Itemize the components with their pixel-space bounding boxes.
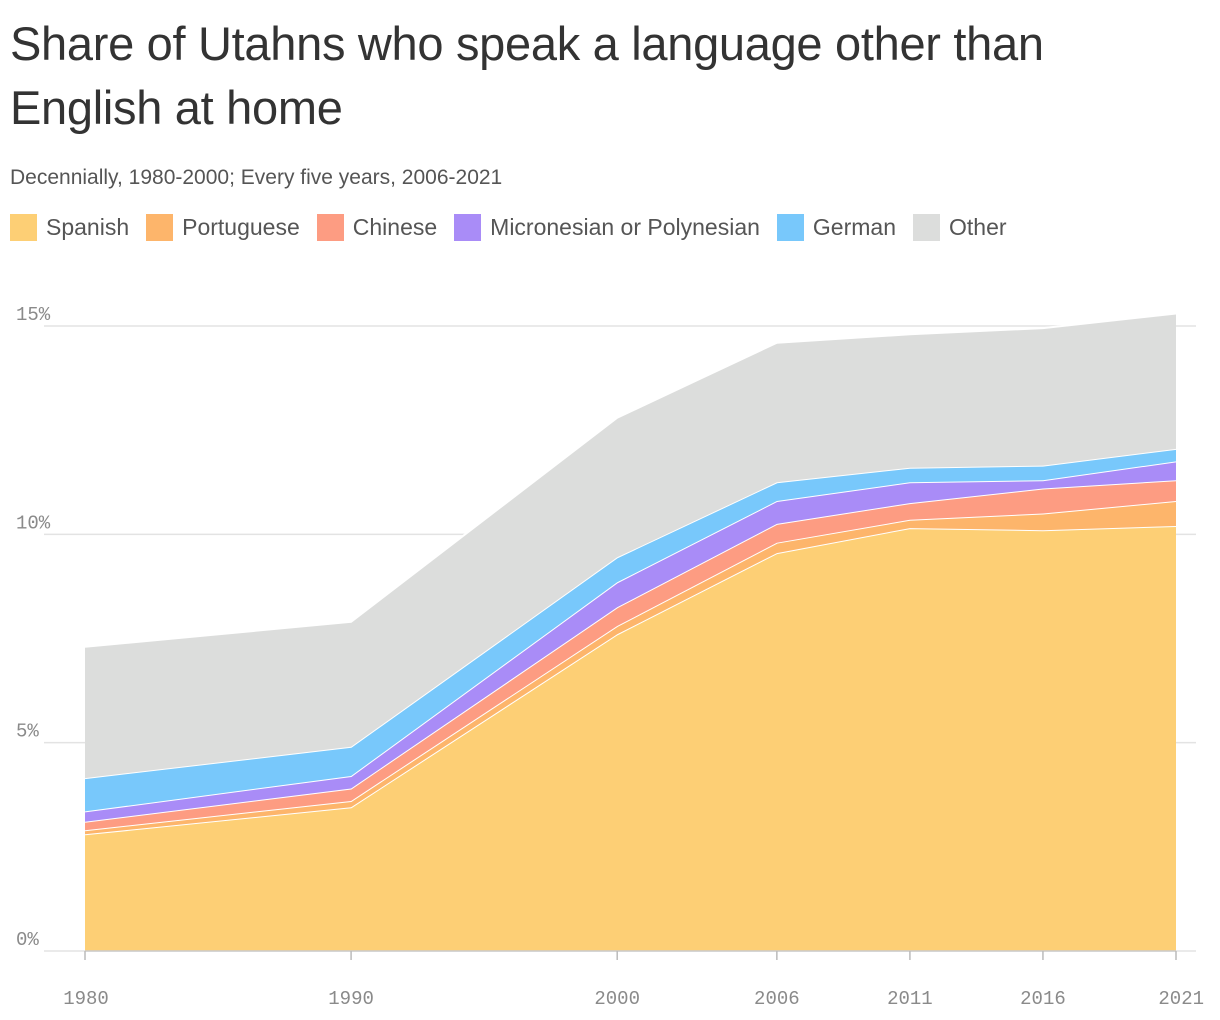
- area-german: [85, 448, 1176, 812]
- y-tick-label: 15%: [16, 304, 51, 326]
- x-tick-label: 1990: [328, 988, 374, 1010]
- legend-label-other: Other: [949, 214, 1007, 240]
- legend-label-portuguese: Portuguese: [182, 214, 300, 240]
- legend-label-chinese: Chinese: [352, 214, 438, 240]
- x-tick-label: 2021: [1158, 988, 1204, 1010]
- legend-item-portuguese: Portuguese: [146, 214, 300, 241]
- area-other: [85, 313, 1176, 779]
- legend-swatch-chinese: [316, 214, 344, 241]
- legend-item-spanish: Spanish: [10, 214, 129, 241]
- chart-title: Share of Utahns who speak a language oth…: [10, 17, 1044, 134]
- x-tick-label: 2000: [594, 988, 640, 1010]
- legend-item-german: German: [776, 214, 896, 241]
- x-tick-label: 1980: [63, 988, 109, 1010]
- y-tick-label: 10%: [16, 512, 51, 534]
- legend-label-spanish: Spanish: [46, 214, 130, 240]
- legend-swatch-german: [776, 214, 804, 241]
- legend-item-chinese: Chinese: [316, 214, 438, 241]
- x-tick-label: 2011: [887, 988, 933, 1010]
- legend-label-micronesian: Micronesian or Polynesian: [490, 214, 760, 240]
- legend-swatch-spanish: [10, 214, 37, 241]
- chart-legend: Spanish Portuguese Chinese Micronesian o…: [10, 214, 1024, 241]
- y-tick-label: 5%: [16, 721, 39, 743]
- legend-label-german: German: [812, 214, 896, 240]
- area-edge-other: [84, 312, 1177, 648]
- legend-swatch-micronesian: [454, 214, 482, 241]
- area-spanish: [85, 526, 1176, 951]
- x-tick-label: 2016: [1020, 988, 1066, 1010]
- legend-item-micronesian: Micronesian or Polynesian: [454, 214, 760, 241]
- legend-swatch-portuguese: [146, 214, 174, 241]
- y-tick-label: 0%: [16, 929, 39, 951]
- legend-item-other: Other: [913, 214, 1007, 241]
- x-tick-label: 2006: [754, 988, 800, 1010]
- legend-swatch-other: [913, 214, 940, 241]
- chart-subtitle: Decennially, 1980-2000; Every five years…: [10, 166, 503, 189]
